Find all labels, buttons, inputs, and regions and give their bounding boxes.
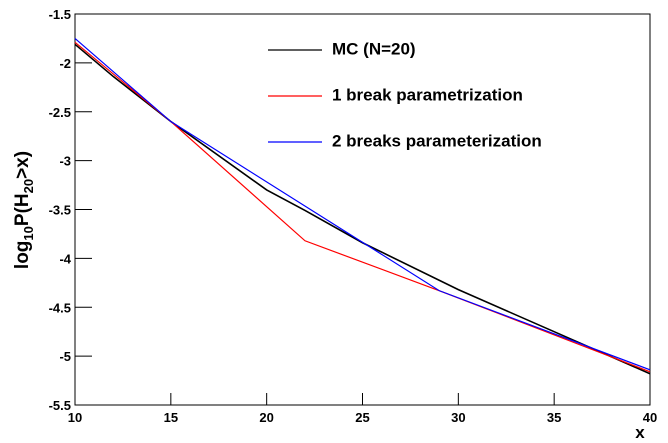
x-tick-label: 35 bbox=[547, 410, 561, 425]
y-axis-label-part: P(H bbox=[12, 193, 33, 226]
x-tick-label: 25 bbox=[355, 410, 369, 425]
x-axis-label: x bbox=[635, 423, 645, 442]
x-tick-label: 40 bbox=[643, 410, 657, 425]
x-tick-label: 10 bbox=[68, 410, 82, 425]
y-tick-label: -4 bbox=[59, 251, 71, 266]
y-tick-label: -2 bbox=[59, 56, 71, 71]
y-tick-label: -2.5 bbox=[49, 105, 71, 120]
series-line bbox=[74, 41, 651, 373]
y-tick-label: -1.5 bbox=[49, 7, 71, 22]
y-axis-label-part: >x) bbox=[12, 151, 33, 179]
y-tick-label: -3.5 bbox=[49, 203, 71, 218]
legend-label: MC (N=20) bbox=[332, 39, 416, 58]
y-axis-label: log10P(H20>x) bbox=[12, 151, 36, 269]
y-axis-label-part: log bbox=[12, 241, 33, 270]
legend-label: 1 break parametrization bbox=[332, 85, 523, 104]
series-line bbox=[74, 43, 651, 375]
x-tick-label: 15 bbox=[164, 410, 178, 425]
y-tick-label: -4.5 bbox=[49, 300, 71, 315]
legend-label: 2 breaks parameterization bbox=[332, 131, 542, 150]
y-tick-label: -3 bbox=[59, 154, 71, 169]
plot-frame bbox=[74, 13, 651, 406]
y-tick-label: -5.5 bbox=[49, 398, 71, 413]
series-line bbox=[74, 37, 651, 371]
y-axis-label-part: 10 bbox=[21, 226, 36, 240]
x-tick-label: 20 bbox=[259, 410, 273, 425]
x-tick-label: 30 bbox=[451, 410, 465, 425]
y-axis-label-part: 20 bbox=[21, 179, 36, 193]
y-tick-label: -5 bbox=[59, 349, 71, 364]
